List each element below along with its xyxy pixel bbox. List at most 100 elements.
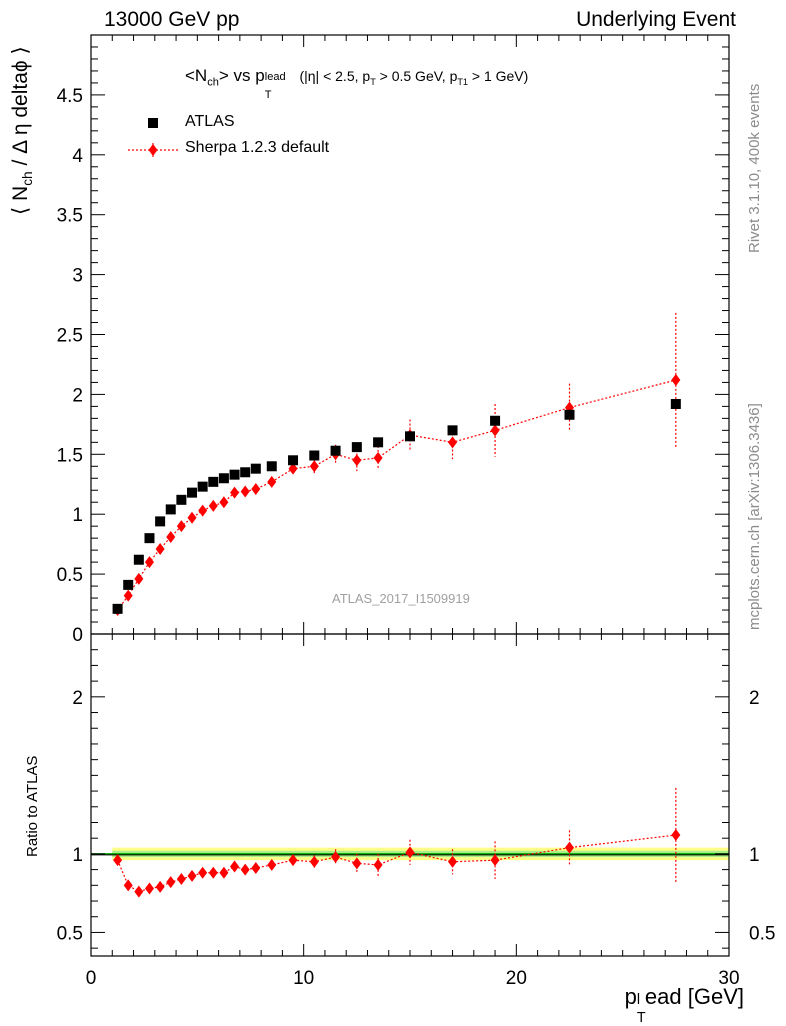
ratio-point bbox=[230, 860, 240, 873]
ratio-point bbox=[144, 882, 154, 895]
header-left: 13000 GeV pp bbox=[104, 8, 240, 31]
y-tick-label: 3 bbox=[72, 266, 83, 287]
sherpa-point bbox=[166, 530, 176, 543]
atlas-point bbox=[373, 437, 384, 448]
atlas-point bbox=[144, 533, 155, 544]
y-tick-label: 1 bbox=[72, 505, 83, 526]
ratio-plot-panel: 0 10 20 30 0.5 0.5 1 1 2 2 bbox=[57, 633, 775, 989]
sherpa-point bbox=[267, 475, 277, 488]
atlas-point bbox=[229, 469, 240, 480]
atlas-point bbox=[187, 487, 198, 498]
x-tick-label: 0 bbox=[86, 968, 97, 989]
legend-sherpa-marker bbox=[148, 144, 158, 156]
atlas-point bbox=[447, 425, 458, 436]
y-tick-label: 4.5 bbox=[57, 86, 83, 107]
ratio-point bbox=[490, 854, 500, 867]
sherpa-point bbox=[448, 436, 458, 449]
atlas-point bbox=[309, 450, 320, 461]
ratio-point bbox=[267, 858, 277, 871]
sherpa-point bbox=[219, 496, 229, 509]
legend-atlas-marker bbox=[148, 118, 158, 128]
atlas-point bbox=[405, 431, 415, 442]
atlas-point bbox=[670, 398, 681, 409]
sherpa-point bbox=[176, 520, 186, 533]
legend-atlas-label: ATLAS bbox=[185, 113, 235, 130]
atlas-point bbox=[564, 409, 575, 420]
atlas-point bbox=[112, 603, 123, 614]
atlas-point bbox=[165, 504, 176, 515]
plot-title: <Nch> vs p lead T (|η| < 2.5, pT > 0.5 GeV… bbox=[185, 66, 529, 101]
sherpa-point bbox=[309, 460, 319, 473]
y-tick-label: 4 bbox=[72, 146, 83, 167]
ratio-point bbox=[309, 855, 319, 868]
ratio-point bbox=[240, 863, 250, 876]
ratio-point bbox=[155, 880, 165, 893]
atlas-point bbox=[240, 467, 251, 478]
ratio-point bbox=[123, 879, 133, 892]
main-y-axis-title: ⟨ Nch / Δ η deltaϕ ⟩ bbox=[9, 46, 36, 215]
sherpa-point bbox=[288, 462, 298, 475]
sherpa-series-line bbox=[117, 379, 676, 611]
atlas-point bbox=[197, 481, 208, 492]
y-tick-label: 3.5 bbox=[57, 206, 83, 227]
ratio-point bbox=[671, 829, 681, 842]
atlas-point bbox=[490, 415, 501, 426]
ratio-point bbox=[288, 854, 298, 867]
atlas-point bbox=[330, 445, 341, 456]
ratio-point bbox=[331, 851, 341, 864]
ratio-point bbox=[208, 866, 218, 879]
y-tick-label: 0.5 bbox=[57, 565, 83, 586]
ratio-y-tick-label-right: 0.5 bbox=[749, 923, 775, 944]
sherpa-point bbox=[230, 486, 240, 499]
atlas-point bbox=[250, 463, 261, 474]
ratio-point bbox=[251, 862, 261, 875]
ratio-plot-frame bbox=[90, 633, 730, 957]
ratio-point bbox=[352, 857, 362, 870]
atlas-point bbox=[288, 455, 299, 466]
x-tick-label: 30 bbox=[718, 968, 739, 989]
mcplots-label: mcplots.cern.ch [arXiv:1306.3436] bbox=[746, 403, 763, 630]
ratio-y-tick-label-right: 1 bbox=[749, 845, 760, 866]
analysis-label: ATLAS_2017_I1509919 bbox=[332, 591, 470, 606]
sherpa-point bbox=[373, 451, 383, 464]
ratio-y-tick-label-left: 1 bbox=[72, 845, 83, 866]
ratio-series-line bbox=[117, 834, 676, 893]
ratio-y-tick-label-left: 0.5 bbox=[57, 923, 83, 944]
atlas-point bbox=[133, 554, 144, 565]
rivet-label: Rivet 3.1.10, 400k events bbox=[746, 83, 763, 253]
x-tick-label: 10 bbox=[293, 968, 314, 989]
y-tick-label: 1.5 bbox=[57, 445, 83, 466]
sherpa-point bbox=[251, 483, 261, 496]
atlas-point bbox=[155, 516, 166, 527]
y-tick-label: 2.5 bbox=[57, 326, 83, 347]
ratio-point bbox=[166, 876, 176, 889]
main-plot-panel: 0 0.5 1 1.5 2 2.5 3 3.5 4 4.5 bbox=[57, 34, 730, 646]
sherpa-point bbox=[198, 504, 208, 517]
atlas-point bbox=[266, 461, 277, 472]
ratio-point bbox=[219, 866, 229, 879]
sherpa-point bbox=[240, 485, 250, 498]
atlas-point bbox=[218, 473, 229, 484]
ratio-point bbox=[113, 854, 123, 867]
legend-sherpa-label: Sherpa 1.2.3 default bbox=[185, 139, 330, 156]
ratio-point bbox=[187, 869, 197, 882]
y-tick-label: 2 bbox=[72, 385, 83, 406]
atlas-point bbox=[123, 579, 134, 590]
sherpa-point bbox=[155, 542, 165, 555]
sherpa-point bbox=[144, 556, 154, 569]
ratio-y-tick-label-left: 2 bbox=[72, 688, 83, 709]
sherpa-point bbox=[123, 589, 133, 602]
sherpa-point bbox=[134, 572, 144, 585]
sherpa-point bbox=[208, 499, 218, 512]
sherpa-point bbox=[671, 374, 681, 387]
sherpa-point bbox=[490, 424, 500, 437]
ratio-y-tick-label-right: 2 bbox=[749, 688, 760, 709]
ratio-point bbox=[198, 866, 208, 879]
atlas-point bbox=[176, 494, 187, 505]
atlas-point bbox=[208, 476, 219, 487]
ratio-point bbox=[373, 858, 383, 871]
atlas-point bbox=[351, 442, 362, 453]
y-tick-label: 0 bbox=[72, 625, 83, 646]
sherpa-point bbox=[352, 454, 362, 467]
